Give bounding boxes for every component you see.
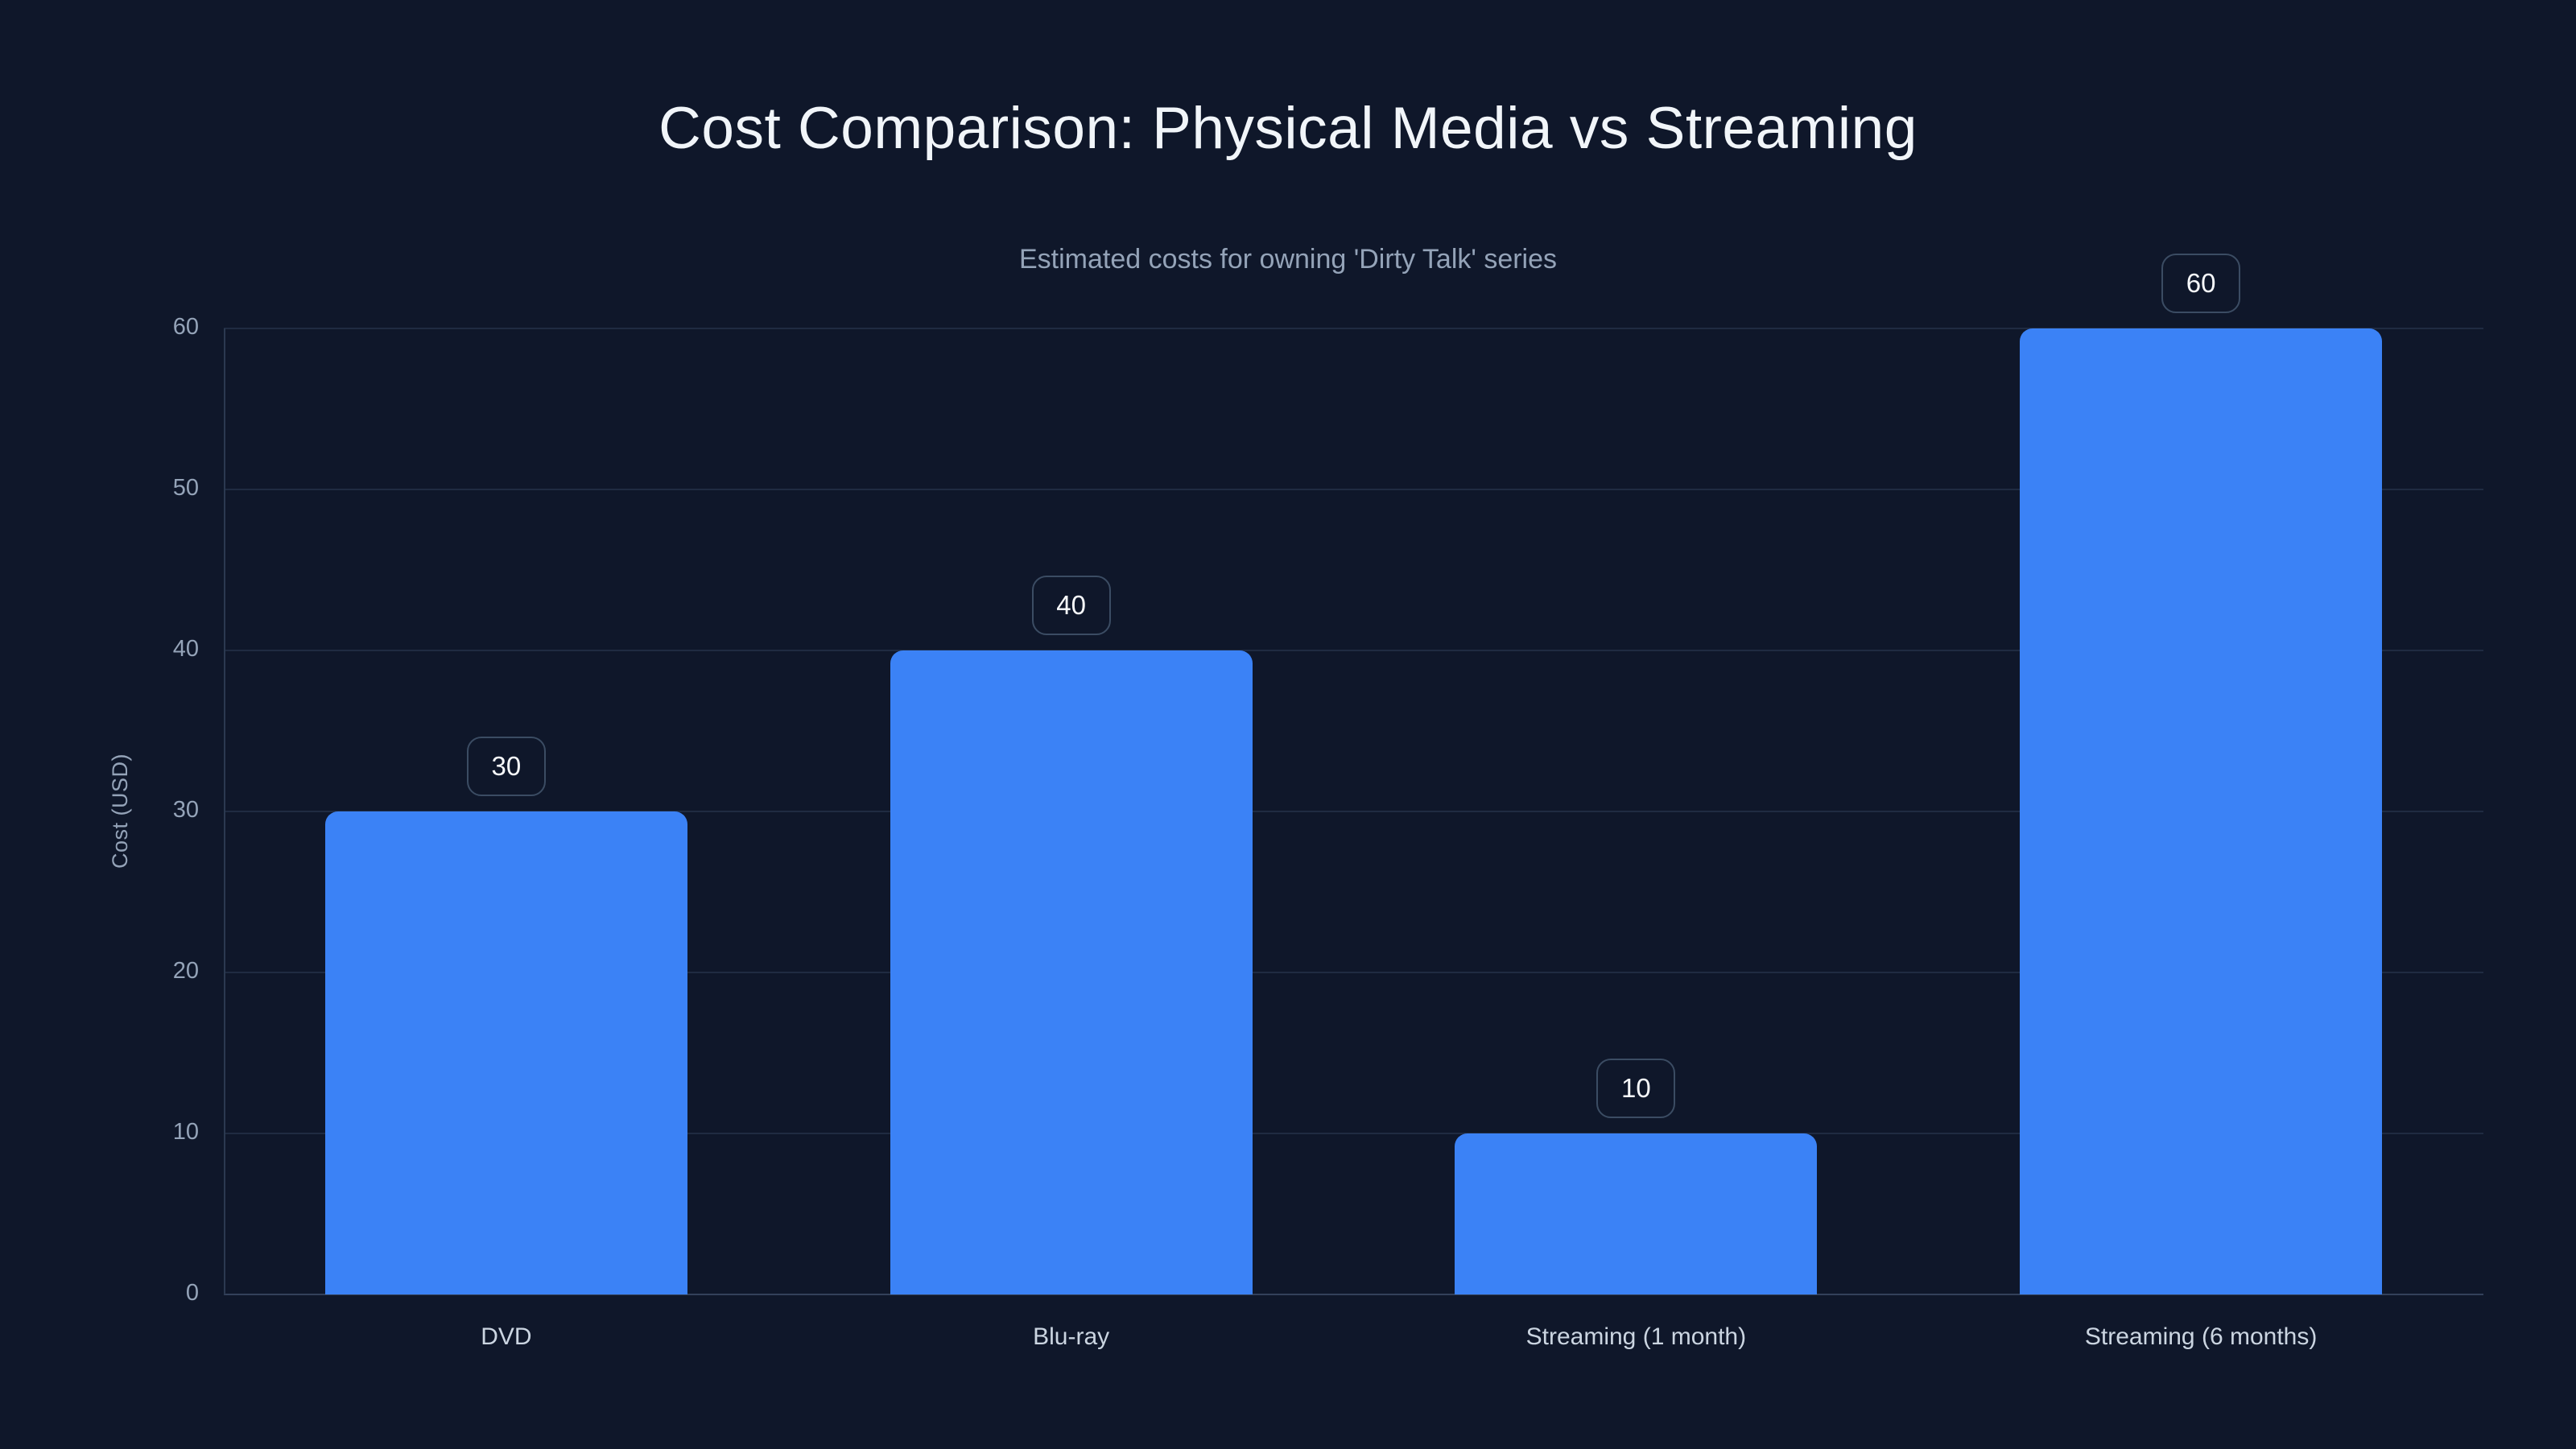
y-tick-label: 20	[172, 958, 199, 984]
y-tick-label: 50	[172, 475, 199, 501]
x-tick-label: Streaming (6 months)	[2084, 1323, 2318, 1350]
bar[interactable]	[2020, 328, 2383, 1294]
y-tick-label: 0	[185, 1280, 199, 1306]
y-axis-line	[224, 328, 225, 1294]
gridline	[224, 972, 2483, 973]
x-tick-label: DVD	[481, 1323, 532, 1350]
bar-value-label: 40	[1031, 576, 1111, 635]
y-tick-label: 60	[172, 314, 199, 340]
bar[interactable]	[324, 811, 687, 1294]
y-tick-label: 40	[172, 636, 199, 662]
x-axis-line	[224, 1294, 2483, 1295]
gridline	[224, 328, 2483, 329]
bar-value-label: 30	[466, 737, 546, 796]
gridline	[224, 489, 2483, 490]
bar-value-label: 60	[2161, 254, 2241, 313]
bar-value-label: 10	[1596, 1059, 1676, 1118]
gridline	[224, 811, 2483, 812]
bar[interactable]	[1455, 1133, 1818, 1294]
gridline	[224, 1133, 2483, 1134]
y-tick-label: 30	[172, 797, 199, 823]
x-tick-label: Blu-ray	[1033, 1323, 1110, 1350]
gridline	[224, 650, 2483, 651]
bar[interactable]	[890, 650, 1253, 1294]
chart-title: Cost Comparison: Physical Media vs Strea…	[658, 96, 1918, 161]
chart-subtitle: Estimated costs for owning 'Dirty Talk' …	[1018, 244, 1558, 275]
y-tick-label: 10	[172, 1119, 199, 1145]
x-tick-label: Streaming (1 month)	[1525, 1323, 1747, 1350]
